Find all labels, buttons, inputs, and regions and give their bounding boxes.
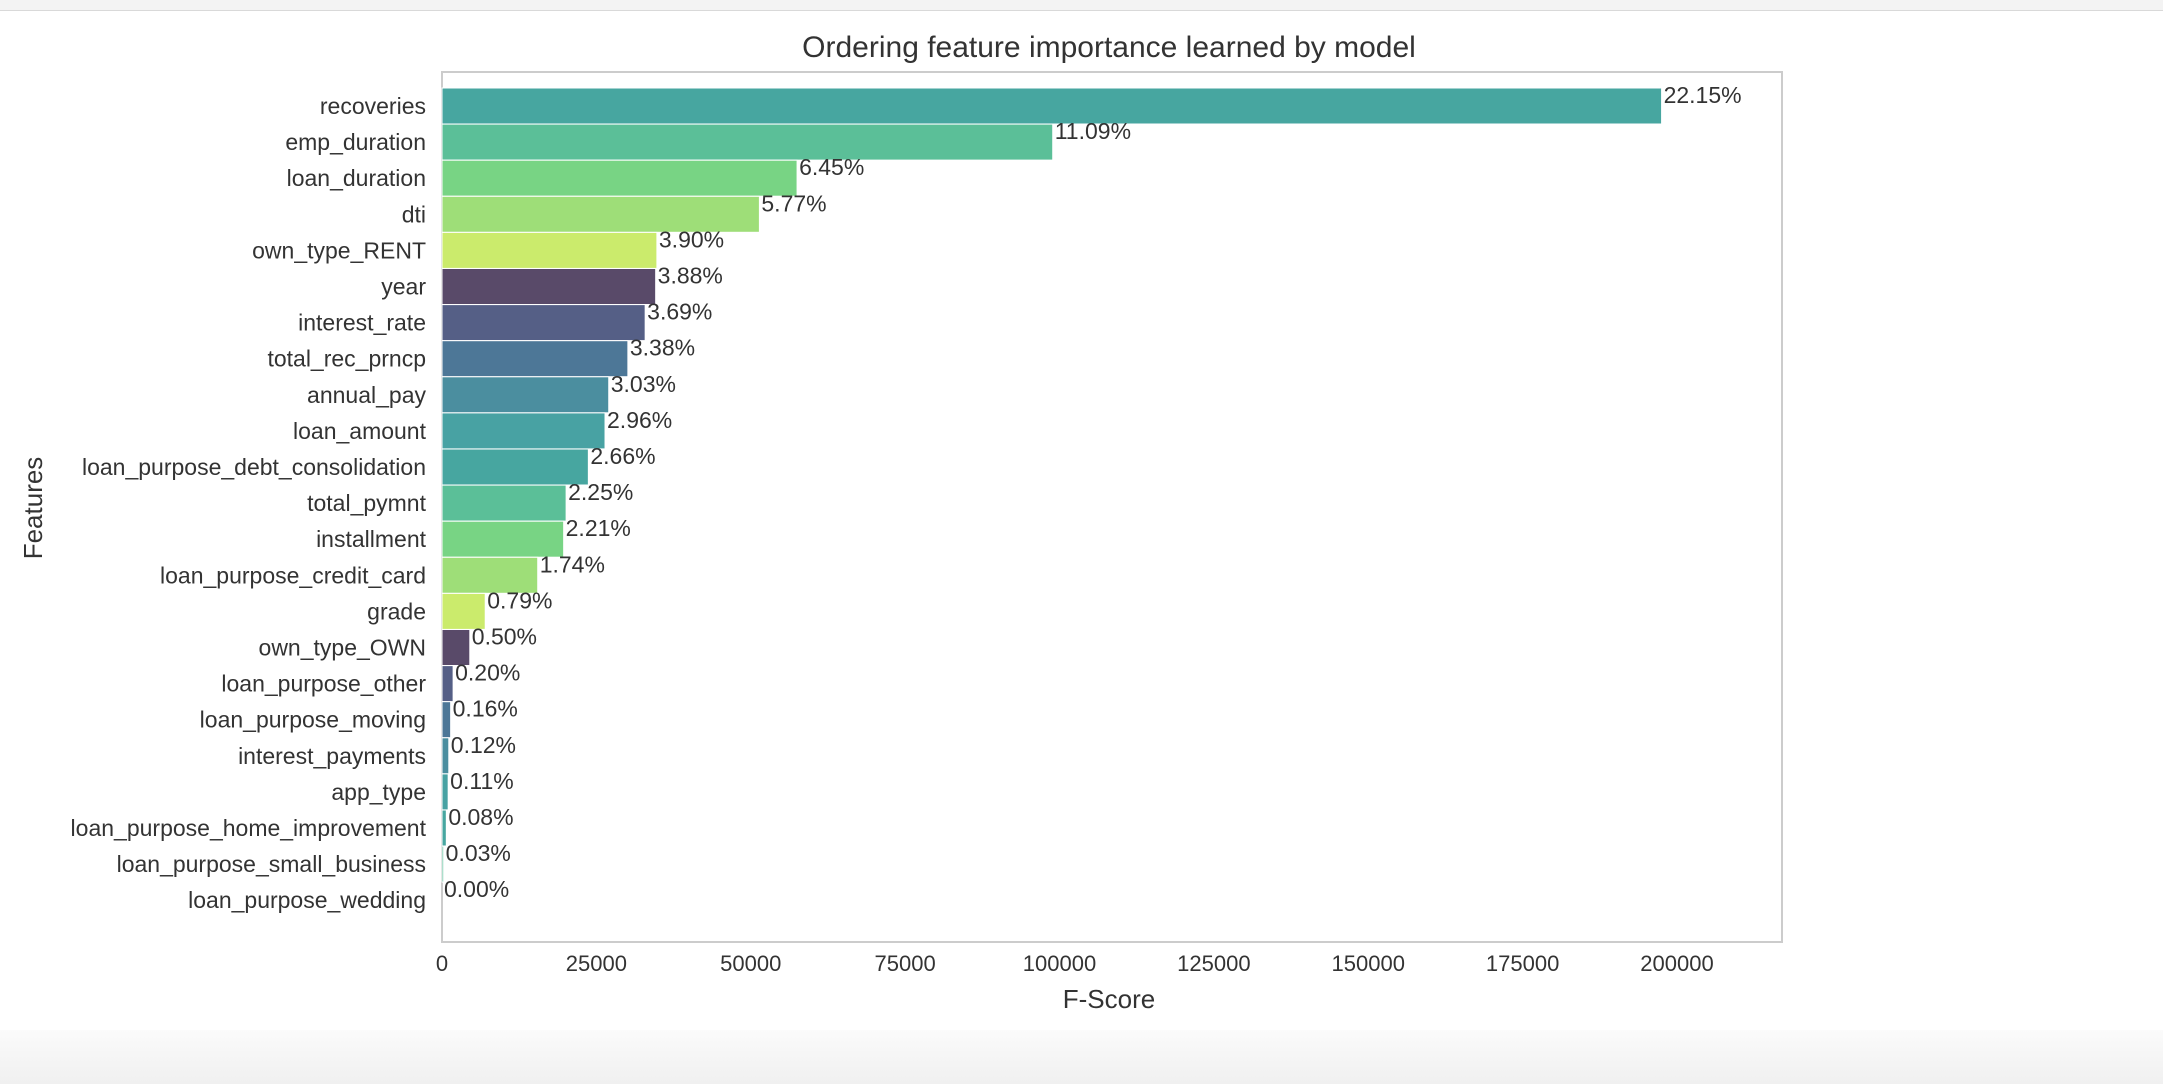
window-top-bar (0, 0, 2163, 11)
bar-value-label: 0.11% (450, 768, 514, 794)
y-tick-label: dti (402, 201, 426, 227)
bar-recoveries (441, 87, 1663, 125)
bar-interest_rate (441, 304, 646, 342)
bar-value-label: 0.20% (455, 660, 520, 686)
y-tick-label: loan_duration (287, 165, 426, 191)
y-tick-label: total_rec_prncp (267, 346, 426, 372)
y-tick-label: loan_purpose_other (221, 671, 426, 697)
bars-layer (441, 87, 1663, 883)
bar-value-label: 1.74% (540, 551, 605, 577)
y-tick-label: total_pymnt (307, 490, 427, 516)
bar-value-label: 0.79% (487, 587, 552, 613)
bar-year (441, 268, 657, 305)
bar-installment (441, 520, 565, 558)
bar-loan_duration (441, 159, 798, 197)
bar-loan_purpose_moving (441, 701, 452, 739)
y-tick-label: interest_rate (298, 310, 426, 336)
bar-total_rec_prncp (441, 340, 629, 378)
y-tick-label: own_type_RENT (252, 237, 426, 263)
x-tick-label: 75000 (875, 951, 936, 976)
y-tick-label: loan_amount (293, 418, 427, 444)
bar-value-label: 0.50% (472, 624, 537, 650)
x-tick-label: 25000 (566, 951, 627, 976)
bar-app_type (441, 773, 449, 811)
y-tick-label: recoveries (320, 93, 426, 119)
y-tick-label: interest_payments (238, 743, 426, 769)
y-tick-label: loan_purpose_moving (200, 707, 426, 733)
y-tick-label: grade (367, 598, 426, 624)
bar-value-label: 2.25% (568, 479, 633, 505)
bar-value-label: 2.21% (566, 515, 631, 541)
bar-value-label: 3.03% (611, 371, 676, 397)
bar-value-label: 3.38% (630, 335, 695, 361)
bar-value-label: 2.66% (590, 443, 655, 469)
y-tick-label: loan_purpose_credit_card (160, 562, 426, 588)
bar-value-label: 3.69% (647, 299, 712, 325)
x-tick-label: 50000 (720, 951, 781, 976)
y-tick-label: loan_purpose_home_improvement (71, 815, 427, 841)
bar-value-label: 5.77% (761, 190, 826, 216)
bar-own_type_OWN (441, 629, 471, 666)
bar-value-label: 3.90% (659, 226, 724, 252)
bar-value-label: 0.03% (446, 840, 511, 866)
window-bottom-bar (0, 1030, 2163, 1084)
bar-total_pymnt (441, 484, 567, 522)
x-tick-label: 0 (436, 951, 448, 976)
y-tick-label: installment (316, 526, 427, 552)
bar-emp_duration (441, 123, 1054, 161)
y-tick-label: annual_pay (307, 382, 426, 408)
y-tick-label: emp_duration (285, 129, 426, 155)
x-axis-label: F-Score (1063, 984, 1155, 1014)
y-tick-label: loan_purpose_debt_consolidation (82, 454, 426, 480)
x-tick-label: 150000 (1332, 951, 1405, 976)
bar-loan_purpose_credit_card (441, 556, 539, 594)
bar-loan_purpose_small_business (441, 845, 445, 883)
y-tick-label: app_type (331, 779, 426, 805)
x-tick-labels: 0 25000 50000 75000 100000 125000 150000 175000… (436, 951, 1714, 976)
bar-own_type_RENT (441, 231, 658, 269)
bar-value-label: 0.12% (451, 732, 516, 758)
chart-title: Ordering feature importance learned by m… (802, 31, 1416, 64)
bar-value-label: 22.15% (1664, 82, 1742, 108)
bar-grade (441, 592, 486, 630)
x-tick-label: 100000 (1023, 951, 1096, 976)
y-tick-label: own_type_OWN (259, 635, 426, 661)
y-tick-label: year (381, 274, 426, 300)
x-tick-label: 200000 (1640, 951, 1713, 976)
bar-loan_purpose_debt_consolidation (441, 448, 589, 486)
y-axis-label: Features (18, 457, 48, 560)
bar-interest_payments (441, 737, 450, 775)
bar-annual_pay (441, 376, 610, 414)
bar-loan_amount (441, 412, 606, 450)
y-tick-label: loan_purpose_wedding (188, 887, 426, 913)
bar-loan_purpose_other (441, 665, 454, 703)
bar-value-label: 3.88% (658, 263, 723, 289)
bar-value-label: 11.09% (1055, 118, 1131, 144)
bar-value-label: 0.08% (448, 804, 513, 830)
bar-value-labels: 22.15% 11.09% 6.45% 5.77% 3.90% 3.88% 3.69% 3.3… (444, 82, 1742, 902)
bar-value-label: 2.96% (607, 407, 672, 433)
bar-value-label: 0.00% (444, 876, 509, 902)
x-tick-label: 125000 (1177, 951, 1250, 976)
bar-value-label: 0.16% (453, 696, 518, 722)
y-tick-label: loan_purpose_small_business (117, 851, 426, 877)
bar-value-label: 6.45% (799, 154, 864, 180)
x-tick-label: 175000 (1486, 951, 1559, 976)
bar-dti (441, 195, 760, 233)
